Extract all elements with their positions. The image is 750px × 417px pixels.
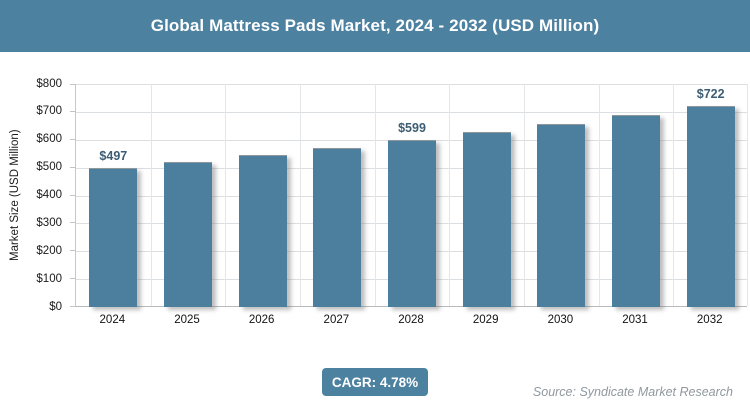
x-axis-labels: 2024 2025 2026 2027 2028 2029 2030 2031 2032	[75, 314, 747, 326]
bar-value-label: $722	[696, 86, 725, 101]
bar-value-label: $599	[398, 121, 426, 136]
vertical-gridline	[673, 84, 675, 306]
vertical-gridline	[524, 84, 525, 306]
x-axis-label: 2025	[174, 314, 200, 326]
bar-2032	[686, 105, 735, 307]
plot-area: $497 $599 $722	[70, 84, 748, 307]
x-axis-label: 2027	[323, 314, 350, 326]
horizontal-gridline	[76, 84, 747, 85]
y-axis-tick-mark	[70, 166, 76, 168]
y-axis-tick-mark	[70, 250, 76, 252]
vertical-gridline	[225, 84, 227, 306]
x-axis-label: 2031	[622, 314, 648, 326]
bar-2028	[388, 140, 436, 307]
bar-value-label: $497	[99, 149, 128, 164]
x-axis-label: 2028	[398, 314, 424, 326]
y-axis-tick-mark	[70, 138, 76, 140]
horizontal-gridline	[76, 111, 747, 113]
x-axis-label: 2024	[99, 314, 126, 326]
x-axis-label: 2026	[248, 314, 275, 326]
vertical-gridline	[374, 84, 376, 306]
x-axis-label: 2032	[696, 314, 723, 326]
y-axis-title: Market Size (USD Million)	[9, 129, 21, 262]
bar-2025	[164, 161, 212, 307]
x-axis-label: 2030	[547, 314, 574, 326]
y-axis-tick-mark	[70, 84, 76, 85]
vertical-gridline	[300, 84, 301, 306]
y-axis-tick-mark	[70, 278, 76, 280]
bar-2027	[313, 147, 362, 307]
cagr-badge: CAGR: 4.78%	[322, 368, 428, 396]
bar-2029	[462, 131, 511, 307]
bar-2030	[537, 123, 586, 307]
chart-title-bar: Global Mattress Pads Market, 2024 - 2032…	[0, 0, 750, 52]
x-axis-label: 2029	[472, 314, 499, 326]
y-axis-tick-mark	[70, 194, 76, 196]
vertical-gridline	[598, 84, 600, 306]
vertical-gridline	[449, 84, 451, 306]
bar-2024	[89, 168, 138, 307]
y-axis-tick-mark	[70, 110, 76, 112]
y-axis-tick-mark	[70, 222, 76, 224]
bar-2031	[612, 114, 660, 307]
source-credit: Source: Syndicate Market Research	[532, 385, 733, 399]
bar-2026	[238, 154, 287, 307]
vertical-gridline	[150, 84, 152, 306]
y-axis-tick-mark	[70, 306, 76, 307]
vertical-gridline	[747, 84, 748, 306]
chart-title: Global Mattress Pads Market, 2024 - 2032…	[150, 16, 600, 35]
